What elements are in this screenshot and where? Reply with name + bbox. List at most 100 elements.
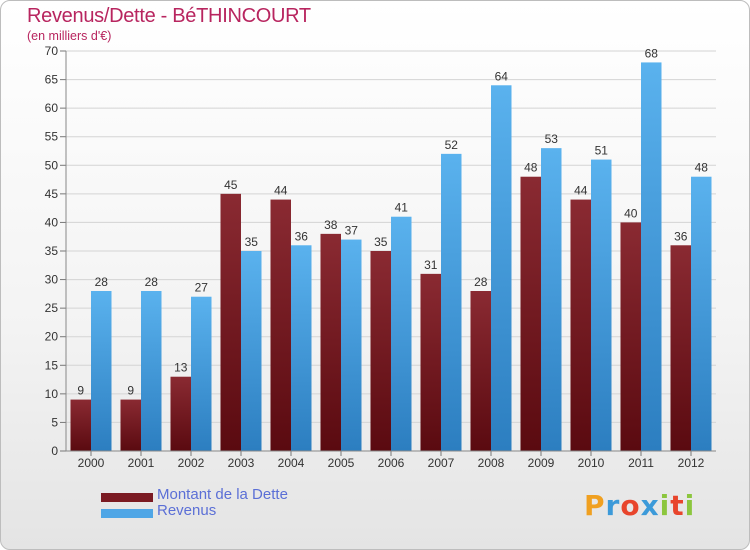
x-tick-label: 2012 — [678, 456, 705, 470]
y-tick-label: 50 — [45, 158, 59, 172]
bar-revenus-2009 — [541, 148, 562, 451]
bar-dette-2008 — [470, 291, 491, 451]
chart-title: Revenus/Dette - BéTHINCOURT — [27, 5, 311, 27]
bar-dette-2011 — [620, 222, 641, 451]
y-tick-label: 55 — [45, 130, 59, 144]
label-dette-2009: 48 — [524, 161, 538, 175]
logo-letter: P — [584, 489, 606, 522]
label-revenus-2000: 28 — [95, 275, 109, 289]
legend-swatch-revenus — [101, 509, 153, 518]
bar-dette-2005 — [320, 233, 341, 451]
y-tick-label: 25 — [45, 301, 59, 315]
y-tick-label: 45 — [45, 187, 59, 201]
y-tick-label: 70 — [45, 44, 59, 58]
bar-dette-2010 — [570, 199, 591, 451]
bar-revenus-2004 — [291, 245, 312, 451]
legend-swatch-dette — [101, 493, 153, 502]
logo-letter: t — [670, 489, 685, 522]
label-revenus-2009: 53 — [545, 132, 559, 146]
x-tick-label: 2006 — [378, 456, 405, 470]
label-dette-2000: 9 — [77, 384, 84, 398]
x-tick-label: 2008 — [478, 456, 505, 470]
bar-revenus-2007 — [441, 153, 462, 451]
y-tick-label: 20 — [45, 330, 59, 344]
x-tick-label: 2004 — [278, 456, 305, 470]
bar-revenus-2003 — [241, 251, 262, 451]
legend-label-revenus: Revenus — [157, 502, 217, 519]
bar-revenus-2012 — [691, 176, 712, 451]
bar-dette-2006 — [370, 251, 391, 451]
bar-revenus-2010 — [591, 159, 612, 452]
bar-revenus-2011 — [641, 62, 662, 452]
label-revenus-2010: 51 — [595, 144, 609, 158]
x-axis-ticks: 2000 2001 2002 2003 2004 2005 2006 2007 2008 2009… — [78, 451, 705, 470]
x-tick-label: 2001 — [128, 456, 155, 470]
label-dette-2007: 31 — [424, 258, 438, 272]
logo-letter: o — [620, 489, 641, 522]
bar-dette-2001 — [120, 399, 141, 451]
bar-dette-2004 — [270, 199, 291, 451]
bar-dette-2007 — [420, 273, 441, 451]
bar-revenus-2000 — [91, 291, 112, 451]
proxiti-logo: Proxiti — [584, 489, 695, 522]
y-tick-label: 60 — [45, 101, 59, 115]
label-revenus-2002: 27 — [195, 281, 209, 295]
label-revenus-2003: 35 — [245, 235, 259, 249]
label-revenus-2011: 68 — [645, 46, 659, 60]
label-dette-2011: 40 — [624, 206, 638, 220]
logo-letter: i — [659, 489, 671, 522]
bar-dette-2002 — [170, 376, 191, 451]
label-revenus-2004: 36 — [295, 229, 309, 243]
y-tick-label: 0 — [51, 444, 58, 458]
label-dette-2012: 36 — [674, 229, 688, 243]
bar-revenus-2002 — [191, 296, 212, 451]
y-tick-label: 65 — [45, 73, 59, 87]
x-tick-label: 2000 — [78, 456, 105, 470]
y-axis-ticks: 0 5 10 15 20 25 30 35 40 45 50 55 60 65 70 — [45, 44, 59, 458]
bar-revenus-2008 — [491, 85, 512, 452]
label-revenus-2012: 48 — [695, 161, 709, 175]
bar-revenus-2006 — [391, 216, 412, 451]
chart-subtitle: (en milliers d'€) — [27, 29, 112, 43]
bars — [70, 62, 712, 452]
x-tick-label: 2002 — [178, 456, 205, 470]
y-tick-label: 35 — [45, 244, 59, 258]
logo-letter: r — [605, 489, 621, 522]
label-revenus-2007: 52 — [445, 138, 459, 152]
bar-revenus-2005 — [341, 239, 362, 451]
label-dette-2006: 35 — [374, 235, 388, 249]
logo-letter: x — [640, 489, 660, 522]
label-dette-2005: 38 — [324, 218, 338, 232]
x-tick-label: 2010 — [578, 456, 605, 470]
x-tick-label: 2009 — [528, 456, 555, 470]
label-revenus-2008: 64 — [495, 69, 509, 83]
bar-dette-2009 — [520, 176, 541, 451]
label-revenus-2001: 28 — [145, 275, 159, 289]
label-dette-2004: 44 — [274, 184, 288, 198]
label-revenus-2006: 41 — [395, 201, 409, 215]
y-tick-label: 15 — [45, 358, 59, 372]
label-dette-2008: 28 — [474, 275, 488, 289]
y-tick-label: 40 — [45, 215, 59, 229]
label-revenus-2005: 37 — [345, 224, 359, 238]
x-tick-label: 2003 — [228, 456, 255, 470]
bar-revenus-2001 — [141, 291, 162, 451]
y-tick-label: 10 — [45, 387, 59, 401]
x-tick-label: 2005 — [328, 456, 355, 470]
legend-label-dette: Montant de la Dette — [157, 486, 288, 503]
x-tick-label: 2007 — [428, 456, 455, 470]
label-dette-2002: 13 — [174, 361, 188, 375]
logo-letter: i — [684, 489, 696, 522]
label-dette-2003: 45 — [224, 178, 238, 192]
bar-dette-2012 — [670, 245, 691, 451]
y-tick-label: 30 — [45, 273, 59, 287]
y-tick-label: 5 — [51, 415, 58, 429]
bar-dette-2003 — [220, 193, 241, 451]
bar-dette-2000 — [70, 399, 91, 451]
x-tick-label: 2011 — [628, 456, 654, 470]
label-dette-2001: 9 — [127, 384, 134, 398]
data-labels: 9 28 9 28 13 27 45 35 44 36 38 37 35 41 31 52 28 64 48 53 44… — [77, 46, 708, 397]
label-dette-2010: 44 — [574, 184, 588, 198]
